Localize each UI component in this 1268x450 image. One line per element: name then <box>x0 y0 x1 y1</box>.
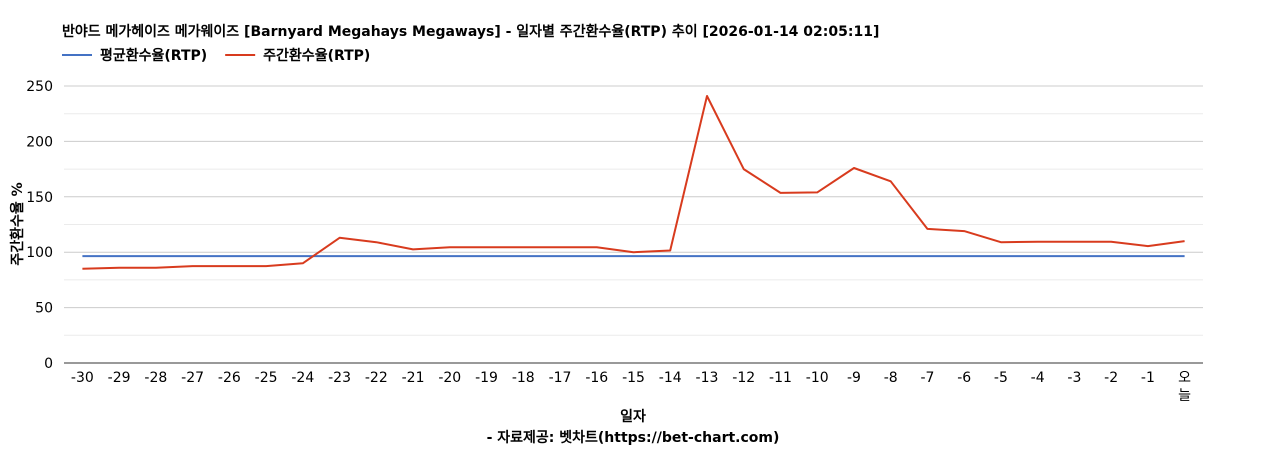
legend: 평균환수율(RTP) 주간환수율(RTP) <box>62 47 370 64</box>
x-tick-label: -15 <box>622 370 645 386</box>
source-note: - 자료제공: 벳차트(https://bet-chart.com) <box>487 429 780 446</box>
legend-label: 주간환수율(RTP) <box>263 47 370 64</box>
x-tick-label: -8 <box>884 370 898 386</box>
x-tick-label: -11 <box>769 370 792 386</box>
x-tick-label: -16 <box>585 370 608 386</box>
x-tick-label: -29 <box>108 370 131 386</box>
x-tick-label: -7 <box>920 370 934 386</box>
x-tick-label: -9 <box>847 370 861 386</box>
y-tick-label: 50 <box>35 301 53 317</box>
y-tick-label: 100 <box>26 245 53 261</box>
chart-title: 반야드 메가헤이즈 메가웨이즈 [Barnyard Megahays Megaw… <box>62 23 879 40</box>
x-tick-label: -30 <box>71 370 94 386</box>
x-tick-label: -6 <box>957 370 971 386</box>
x-tick-label: -1 <box>1141 370 1155 386</box>
x-tick-label: -2 <box>1104 370 1118 386</box>
x-tick-label: -20 <box>438 370 461 386</box>
x-tick-label: -12 <box>732 370 755 386</box>
x-tick-label: -18 <box>512 370 535 386</box>
x-tick-label: -27 <box>181 370 204 386</box>
x-tick-label: -19 <box>475 370 498 386</box>
x-axis-ticks: -30 -29 -28 -27 -26 -25 -24 -23 -22 -21 -20 -19 -18-… <box>71 370 1191 404</box>
x-tick-label: -5 <box>994 370 1008 386</box>
x-tick-label: -24 <box>291 370 314 386</box>
x-tick-label: -22 <box>365 370 388 386</box>
y-tick-label: 0 <box>44 356 53 372</box>
x-tick-label: -25 <box>255 370 278 386</box>
x-tick-label: -3 <box>1067 370 1081 386</box>
x-tick-label: -26 <box>218 370 241 386</box>
y-tick-label: 200 <box>26 134 53 150</box>
x-tick-label: -17 <box>549 370 572 386</box>
x-axis-title: 일자 <box>620 409 646 425</box>
gridlines <box>64 85 1203 336</box>
x-tick-label: -21 <box>402 370 425 386</box>
x-tick-label: -13 <box>696 370 719 386</box>
x-tick-label: -23 <box>328 370 351 386</box>
y-axis-title: 주간환수율 % <box>9 182 26 265</box>
x-tick-label: -28 <box>144 370 167 386</box>
series-line-1 <box>82 95 1185 270</box>
series-layer <box>82 95 1185 270</box>
y-tick-label: 250 <box>26 79 53 95</box>
x-tick-label: -4 <box>1031 370 1045 386</box>
x-tick-label: -10 <box>806 370 829 386</box>
x-tick-label: -14 <box>659 370 682 386</box>
legend-label: 평균환수율(RTP) <box>100 47 207 64</box>
y-tick-label: 150 <box>26 190 53 206</box>
y-axis-ticks: 0 50 100 150 200 250 <box>26 79 53 372</box>
